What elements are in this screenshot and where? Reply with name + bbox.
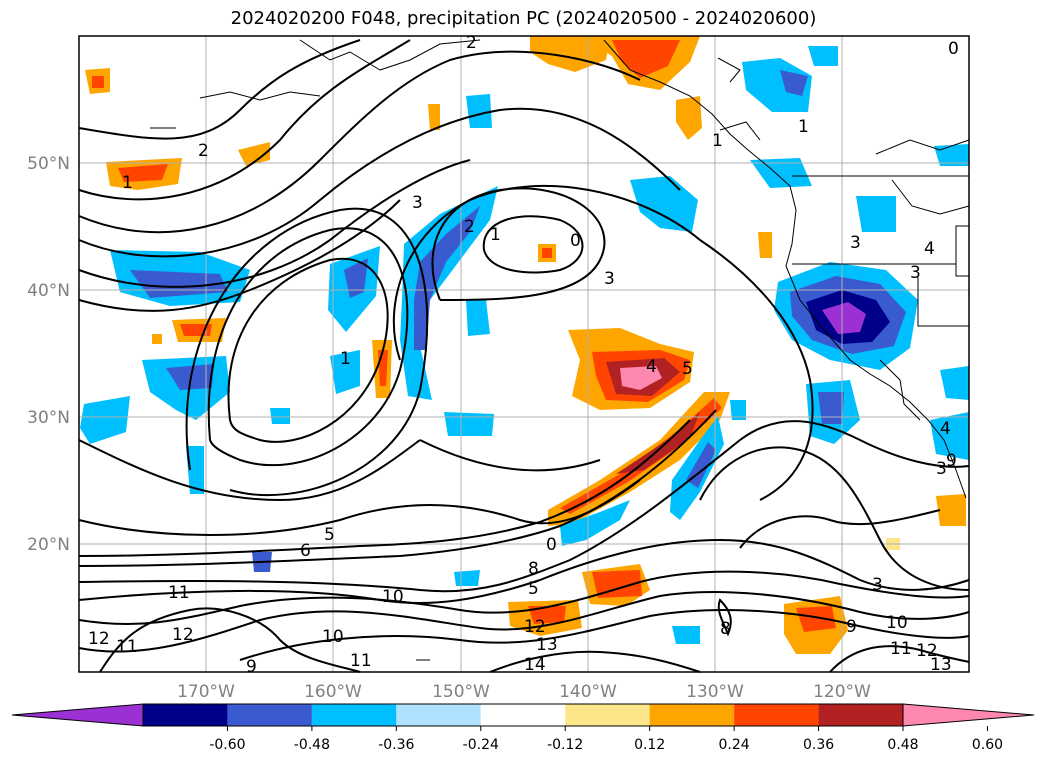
contour-label: 14 [524, 655, 546, 675]
lon-label: 120°W [813, 682, 871, 702]
colorbar-tick-label: -0.60 [209, 737, 245, 753]
lon-label: 130°W [686, 682, 744, 702]
contour-label: 11 [116, 637, 138, 657]
colorbar-segment [227, 704, 312, 726]
lon-label: 150°W [432, 682, 490, 702]
colorbar-tick-label: -0.24 [463, 737, 499, 753]
contour-label: 9 [946, 451, 957, 471]
colorbar-segment [565, 704, 650, 726]
colorbar-segment [480, 704, 566, 726]
map-frame [78, 35, 970, 673]
colorbar-segment [734, 704, 819, 726]
contour-label: 1 [122, 173, 133, 193]
contour-label: 1 [490, 225, 501, 245]
contour-label: 12 [88, 629, 110, 649]
contour-label: 6 [300, 541, 311, 561]
lon-label: 160°W [304, 682, 362, 702]
contour-label: 2 [198, 141, 209, 161]
contour-label: 10 [886, 613, 908, 633]
colorbar-tick-label: 0.36 [803, 737, 834, 753]
lon-label: 140°W [559, 682, 617, 702]
contour-label: 12 [524, 617, 546, 637]
contour-label: 3 [872, 575, 883, 595]
contour-label: 11 [890, 639, 912, 659]
colorbar-tick-label: 0.48 [887, 737, 918, 753]
contour-label: 13 [536, 635, 558, 655]
contour-label: 8 [528, 559, 539, 579]
contour-label: 5 [682, 359, 693, 379]
latitude-labels: 50°N 40°N 30°N 20°N [27, 154, 70, 555]
contour-label: 12 [172, 625, 194, 645]
contour-label: 3 [604, 269, 615, 289]
colorbar-extend-high [902, 703, 1035, 727]
contour-label: 11 [168, 583, 190, 603]
contour-label: 3 [910, 263, 921, 283]
colorbar-extend-low [11, 703, 144, 727]
colorbar: -0.60 -0.48 -0.36 -0.24 -0.12 0.12 0.24 0.36 0.4… [11, 703, 1035, 753]
colorbar-segment [396, 704, 481, 726]
contour-label: 3 [936, 459, 947, 479]
colorbar-tick-label: 0.60 [972, 737, 1003, 753]
precip-shading [80, 36, 969, 654]
colorbar-tick-label: -0.36 [378, 737, 414, 753]
lat-label: 30°N [27, 408, 70, 428]
map-panel: 2 1 3 2 1 0 3 1 3 4 3 4 5 1 6 5 0 8 5 11… [78, 33, 970, 677]
contour-label: 8 [720, 619, 731, 639]
contour-label: 0 [546, 535, 557, 555]
colorbar-tick-label: -0.48 [294, 737, 330, 753]
contour-label: 10 [382, 587, 404, 607]
contour-label: 1 [798, 117, 809, 137]
contour-label: 3 [850, 233, 861, 253]
contour-label: 0 [570, 231, 581, 251]
contour-label: 12 [916, 641, 938, 661]
contour-label: 1 [340, 349, 351, 369]
contour-label: 9 [246, 657, 257, 677]
longitude-labels: 170°W 160°W 150°W 140°W 130°W 120°W [177, 682, 871, 702]
colorbar-tick-label: -0.12 [547, 737, 583, 753]
contour-label: 3 [412, 193, 423, 213]
contour-label: 0 [948, 39, 959, 59]
colorbar-outline [142, 703, 904, 727]
lat-label: 40°N [27, 281, 70, 301]
colorbar-tick-label: 0.24 [719, 737, 750, 753]
colorbar-segment [818, 704, 903, 726]
contour-label: 5 [324, 525, 335, 545]
contour-label: 10 [322, 627, 344, 647]
contour-label-group: 2 1 3 2 1 0 3 1 3 4 3 4 5 1 6 5 0 8 5 11… [88, 33, 959, 677]
contour-label: 2 [464, 217, 475, 237]
graticule [79, 36, 969, 672]
contour-label: 9 [846, 617, 857, 637]
contour-label: 4 [940, 419, 951, 439]
colorbar-segment [649, 704, 735, 726]
colorbar-segment [311, 704, 397, 726]
contour-label: 4 [646, 357, 657, 377]
map-title: 2024020200 F048, precipitation PC (20240… [230, 8, 817, 29]
coastlines [150, 39, 970, 661]
colorbar-segment [143, 704, 228, 726]
contour-label: 1 [712, 131, 723, 151]
lon-label: 170°W [177, 682, 235, 702]
contour-label: 13 [930, 655, 952, 675]
lat-label: 50°N [27, 154, 70, 174]
contour-lines [78, 39, 970, 673]
colorbar-tick-label: 0.12 [634, 737, 665, 753]
lat-label: 20°N [27, 535, 70, 555]
contour-label: 11 [350, 651, 372, 671]
contour-label: 2 [466, 33, 477, 53]
contour-label: 4 [924, 239, 935, 259]
contour-label: 5 [528, 579, 539, 599]
